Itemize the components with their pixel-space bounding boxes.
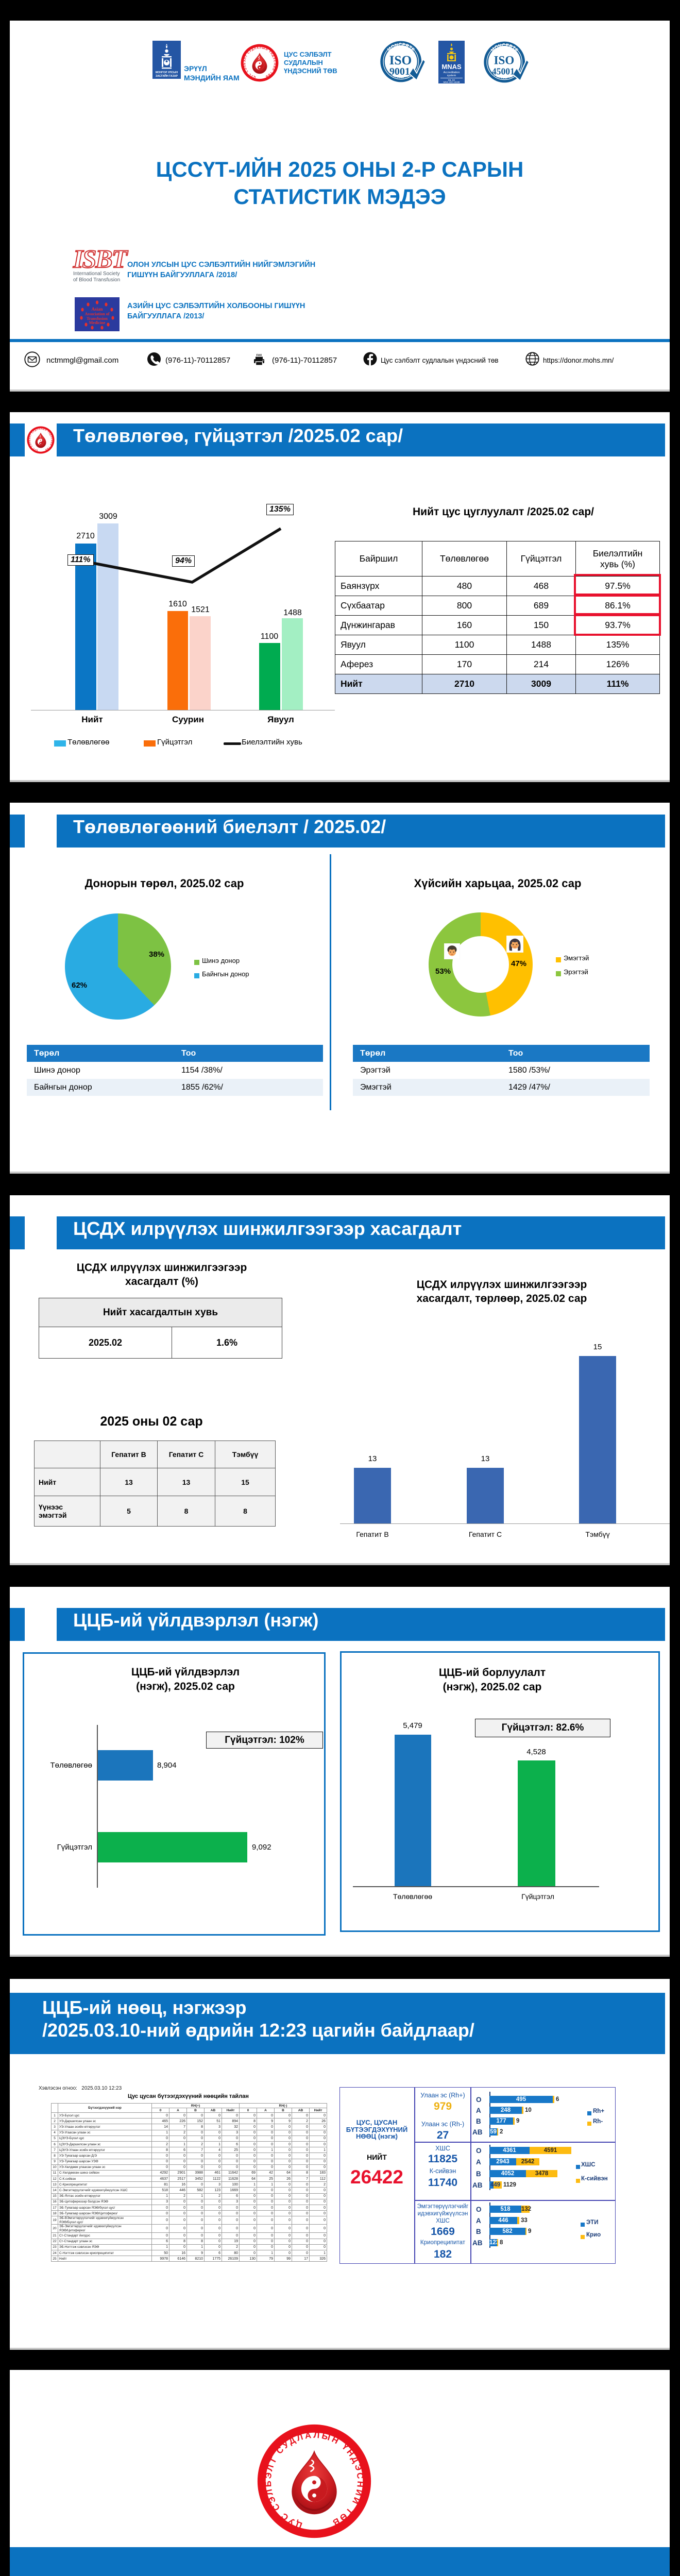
svg-text:ЗАСГИЙН ГАЗАР: ЗАСГИЙН ГАЗАР [156,74,178,78]
svg-text:Accreditation: Accreditation [444,71,460,74]
svg-text:system: system [447,74,456,77]
svg-text:9001: 9001 [389,66,410,77]
svg-text:ISO: ISO [389,53,412,67]
svg-text:MNS ISO 15189: MNS ISO 15189 [444,81,461,83]
svg-text:MNAS: MNAS [441,63,462,71]
svg-text:ML 02: ML 02 [448,79,455,82]
svg-text:МОНГОЛ УЛСЫН: МОНГОЛ УЛСЫН [156,71,178,74]
svg-text:Asian: Asian [91,307,103,312]
svg-text:Transfusion: Transfusion [87,316,108,321]
svg-text:FAX: FAX [257,354,262,357]
svg-text:ISO: ISO [494,53,515,66]
svg-text:Medicine: Medicine [89,320,106,325]
svg-text:Association of: Association of [85,312,110,316]
svg-text:45001: 45001 [492,66,515,76]
